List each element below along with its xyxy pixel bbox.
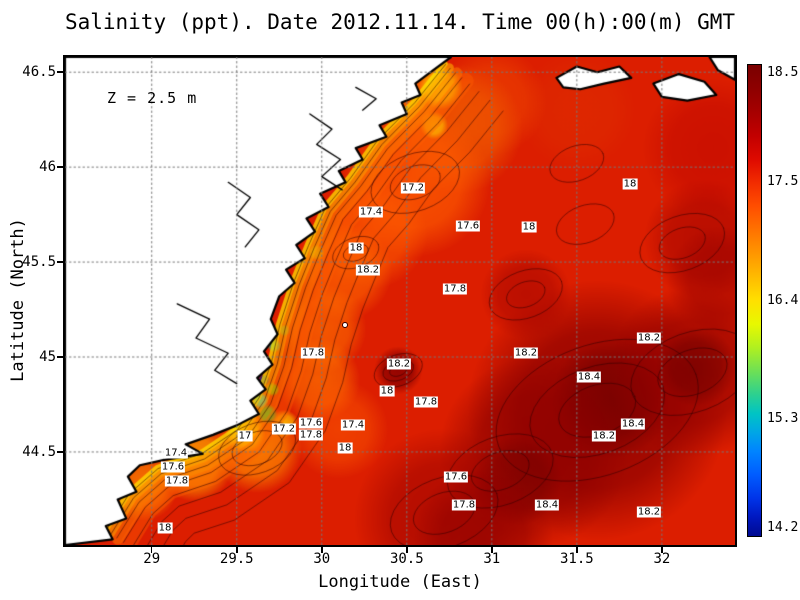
contour-label: 18.2 (636, 506, 662, 518)
contour-label: 18 (348, 242, 364, 254)
contour-label: 17.6 (298, 417, 324, 429)
chart-title: Salinity (ppt). Date 2012.11.14. Time 00… (64, 10, 736, 34)
contour-label: 18 (379, 385, 395, 397)
y-tick-mark (57, 71, 63, 73)
contour-label: 18 (521, 221, 537, 233)
y-tick-mark (57, 261, 63, 263)
y-tick-label: 45.5 (22, 254, 56, 271)
contour-label: 17.8 (413, 396, 439, 408)
y-tick-label: 46.5 (22, 64, 56, 81)
contour-label: 18.2 (513, 347, 539, 359)
contour-label: 18 (337, 442, 353, 454)
contour-labels-layer: 17.2 17.4 17.6 18 18 18 18.2 17.8 17.8 18.2 18.2 18… (65, 57, 735, 545)
contour-label: 18.2 (386, 358, 412, 370)
y-tick-label: 45 (39, 349, 56, 365)
contour-label: 17.4 (163, 447, 189, 459)
contour-label: 18.4 (620, 418, 646, 430)
map-plot-area: 17.2 17.4 17.6 18 18 18 18.2 17.8 17.8 18.2 18.2 18… (63, 55, 737, 547)
y-tick-mark (57, 166, 63, 168)
contour-label: 17.6 (455, 220, 481, 232)
contour-label: 17.8 (442, 283, 468, 295)
y-tick-mark (57, 356, 63, 358)
x-tick-label: 31.5 (559, 551, 594, 567)
contour-label: 18 (622, 178, 638, 190)
x-tick-mark (661, 547, 663, 553)
x-tick-label: 30.5 (389, 551, 424, 567)
colorbar-tick-label: 17.5 (767, 174, 799, 190)
contour-label: 17.8 (300, 347, 326, 359)
colorbar-tick-label: 15.3 (767, 410, 799, 426)
colorbar-tick-label: 18.5 (767, 65, 799, 81)
x-tick-mark (406, 547, 408, 553)
depth-annotation: Z = 2.5 m (107, 89, 198, 107)
contour-label: 18.2 (591, 430, 617, 442)
contour-label: 18 (157, 522, 173, 534)
contour-label: 17.2 (400, 182, 426, 194)
x-tick-label: 31 (483, 551, 501, 567)
x-tick-mark (236, 547, 238, 553)
contour-label: 17.4 (358, 206, 384, 218)
contour-label: 18.4 (534, 499, 560, 511)
x-tick-label: 29.5 (219, 551, 254, 567)
y-tick-label: 46 (39, 159, 56, 176)
contour-label: 17.4 (340, 419, 366, 431)
colorbar-tick-label: 16.4 (767, 292, 799, 308)
x-tick-label: 29 (143, 551, 161, 567)
colorbar (747, 64, 762, 537)
colorbar-tick-label: 14.2 (767, 519, 799, 535)
contour-label: 17.2 (271, 423, 297, 435)
contour-label: 17 (237, 430, 253, 442)
contour-label: 18.4 (576, 371, 602, 383)
contour-label: 17.6 (160, 461, 186, 473)
contour-label: 18.2 (355, 264, 381, 276)
y-tick-mark (57, 451, 63, 453)
x-tick-mark (576, 547, 578, 553)
contour-label: 18.2 (636, 332, 662, 344)
x-tick-mark (491, 547, 493, 553)
contour-label: 17.8 (164, 475, 190, 487)
contour-label: 17.8 (451, 499, 477, 511)
contour-label: 17.8 (298, 429, 324, 441)
x-tick-label: 30 (313, 551, 331, 567)
y-tick-label: 44.5 (22, 443, 56, 460)
contour-label: 17.6 (443, 471, 469, 483)
x-axis-label: Longitude (East) (318, 572, 482, 592)
x-tick-mark (150, 547, 153, 553)
x-tick-mark (321, 547, 323, 553)
station-marker (342, 322, 348, 328)
x-tick-label: 32 (653, 551, 671, 567)
